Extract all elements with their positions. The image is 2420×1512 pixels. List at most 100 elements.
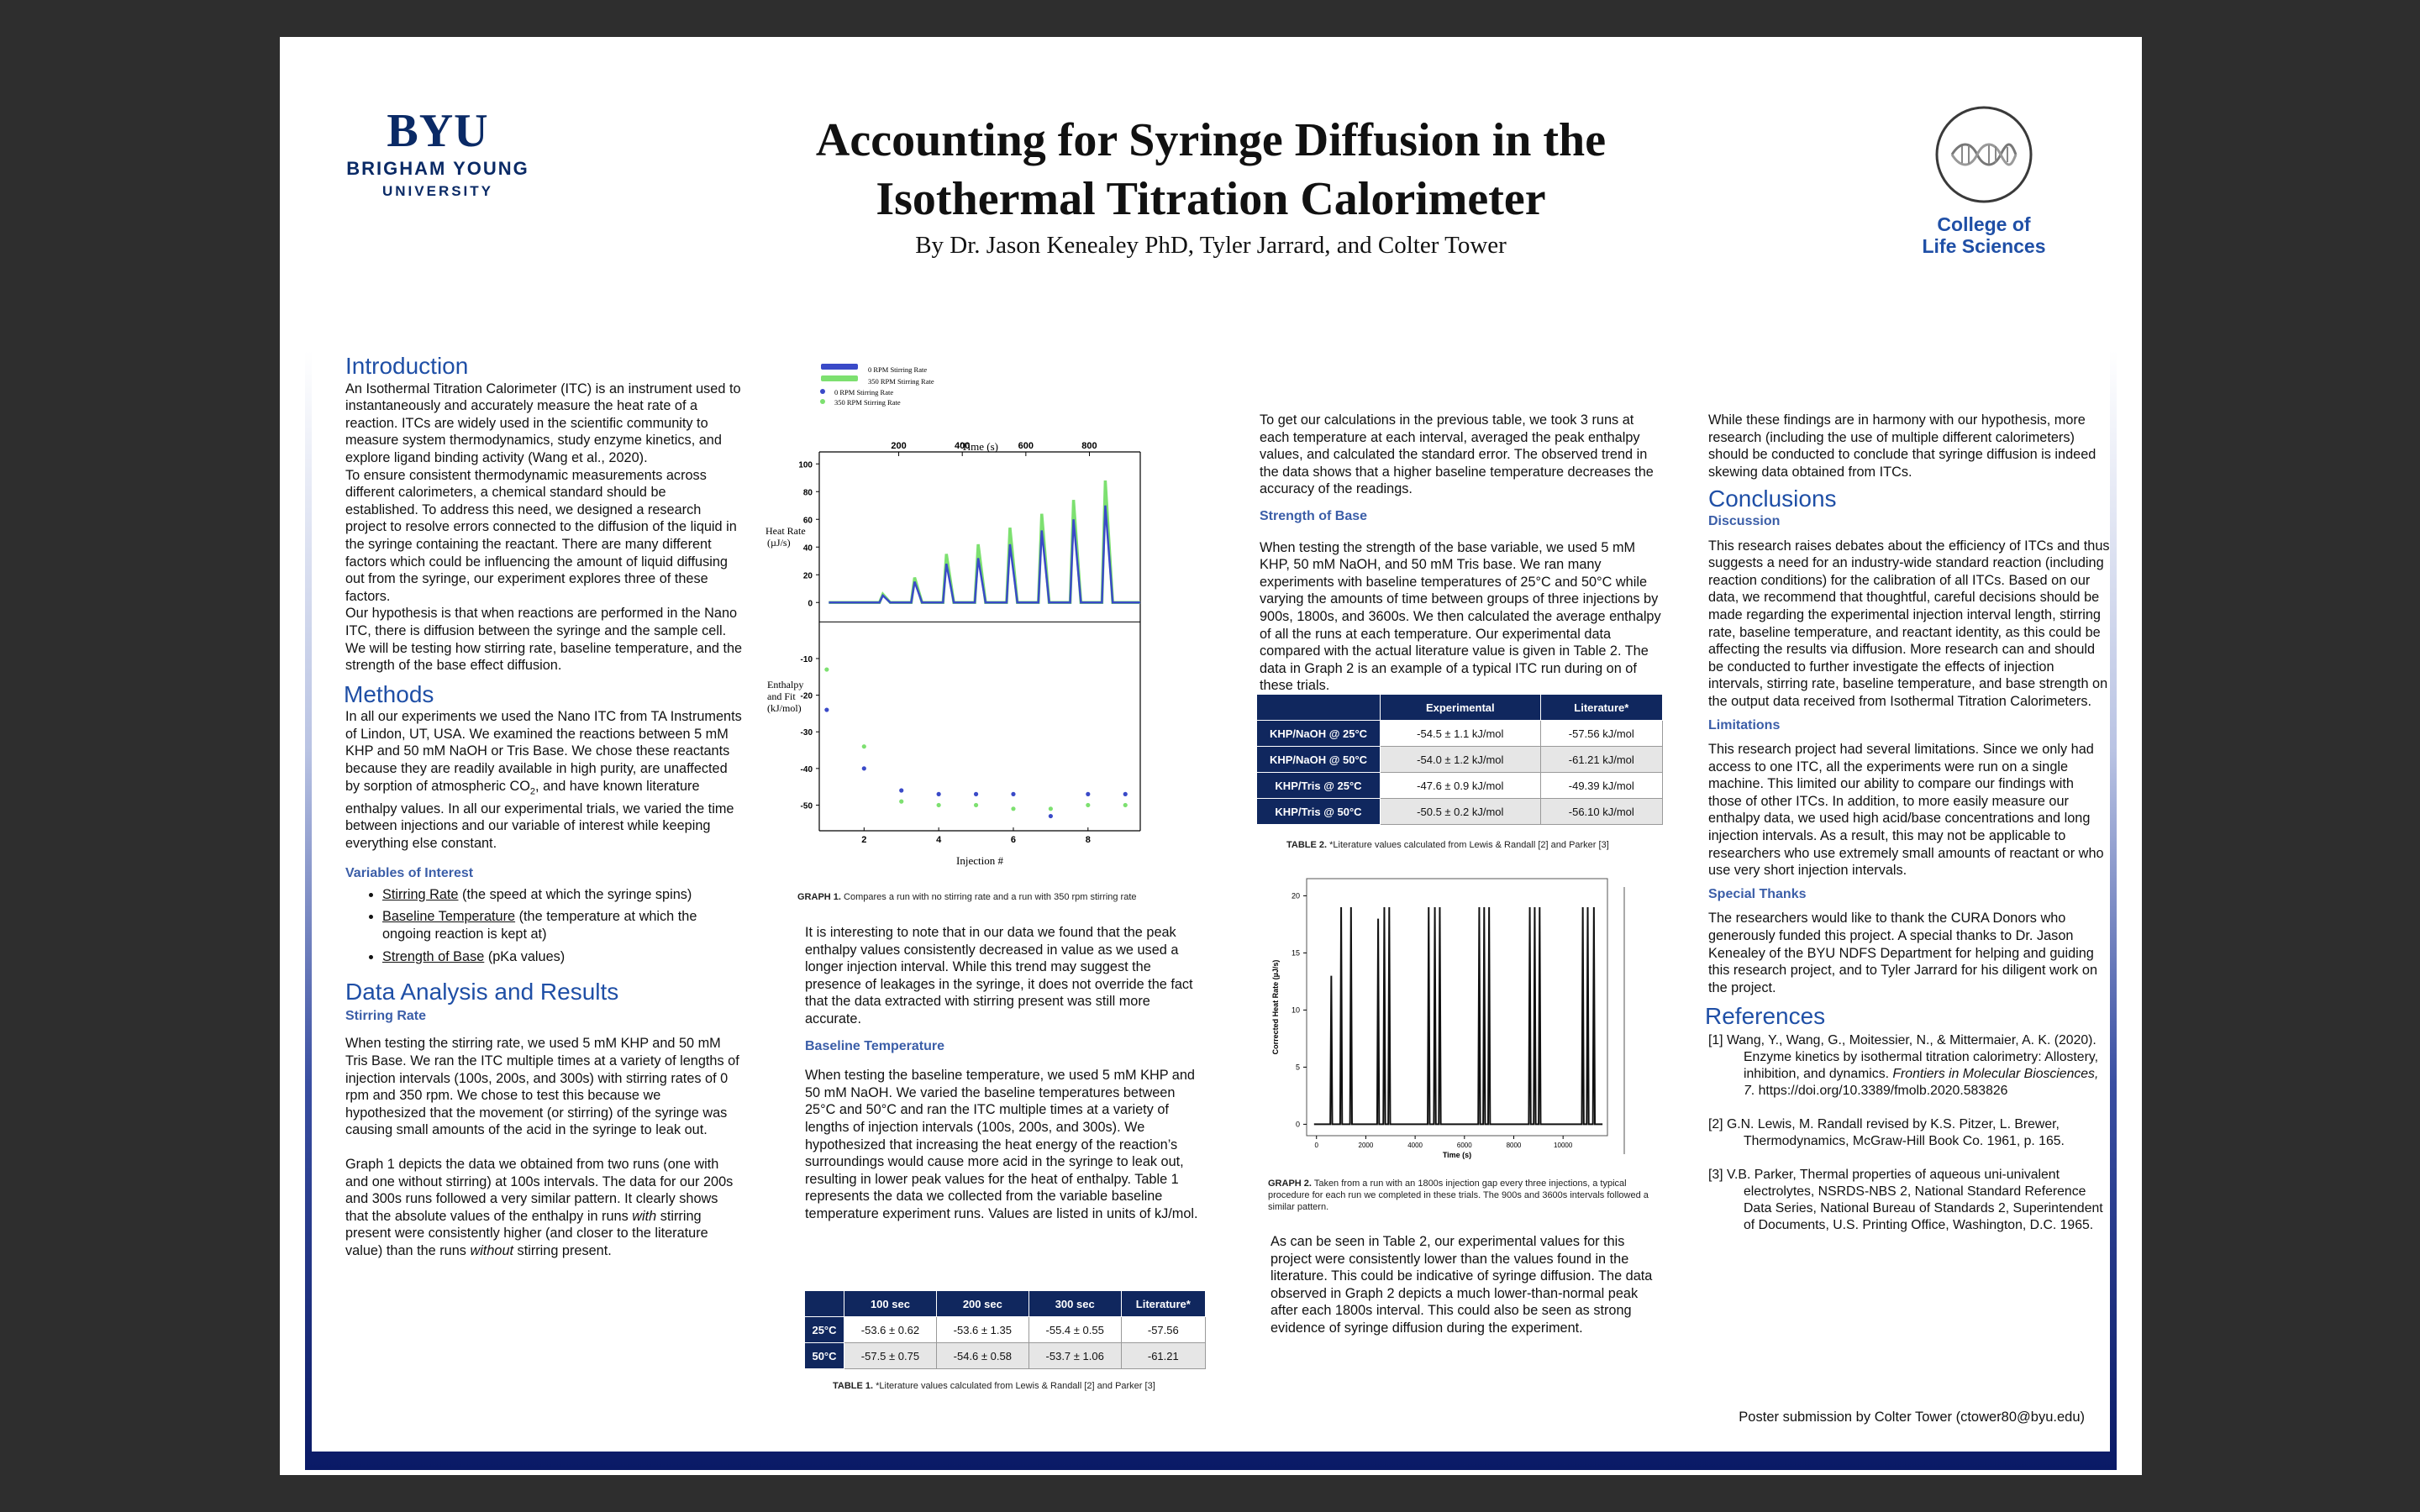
graph-1-bottom-ylabel: and Fit [767,690,796,702]
x-tick-label: 8 [1086,835,1091,845]
poster: BYU BRIGHAM YOUNG UNIVERSITY Accounting … [280,37,2142,1475]
table-row: 25°C -53.6 ± 0.62 -53.6 ± 1.35 -55.4 ± 0… [804,1316,1207,1343]
graph-1-bottom-ylabel: (kJ/mol) [767,702,802,714]
table-cell: 25°C [804,1316,844,1343]
limitations-heading: Limitations [1708,717,1781,732]
column-4: While these findings are in harmony with… [1705,412,2110,1251]
y-tick-label: 20 [803,571,813,580]
point-350rpm [861,744,866,749]
legend-swatch [821,375,858,381]
table-header-cell [804,1290,844,1317]
interval-paragraph: It is interesting to note that in our da… [805,925,1193,1026]
legend-swatch [821,364,858,370]
table-cell: -54.5 ± 1.1 kJ/mol [1380,720,1541,747]
baseline-heading: Baseline Temperature [805,1038,944,1053]
table-row: 50°C -57.5 ± 0.75 -54.6 ± 0.58 -53.7 ± 1… [804,1342,1207,1369]
college-line2: Life Sciences [1922,235,2046,257]
thanks-heading: Special Thanks [1708,886,1807,901]
thanks-paragraph: The researchers would like to thank the … [1708,911,2098,995]
references-heading: References [1705,1003,1826,1030]
x-tick-label: 4 [936,835,942,845]
table-header-cell: Literature* [1539,694,1664,721]
list-item: Baseline Temperature (the temperature at… [382,908,743,942]
table-cell: -61.21 [1120,1342,1207,1369]
point-0rpm [1123,791,1128,796]
point-350rpm [1086,802,1091,808]
graph-1-caption: GRAPH 1. Compares a run with no stirring… [797,892,1137,902]
table-cell: KHP/NaOH @ 50°C [1256,746,1381,773]
point-0rpm [1011,791,1016,796]
graph-1: 0 RPM Stirring Rate 350 RPM Stirring Rate… [765,364,1141,867]
table-cell: -56.10 kJ/mol [1539,798,1664,825]
x-tick-label: 0 [1315,1142,1319,1149]
y-tick-label: 0 [808,599,813,608]
y-tick-label: 40 [803,543,813,553]
point-0rpm [1086,791,1091,796]
strength-heading: Strength of Base [1260,508,1368,523]
graph-1-top-xlabel: Time (s) [961,440,998,453]
table-cell: -57.5 ± 0.75 [844,1342,937,1369]
point-350rpm [824,667,829,672]
legend-label: 350 RPM Stirring Rate [868,377,934,386]
intro-heading: Introduction [345,353,469,379]
byu-name-line2: UNIVERSITY [381,183,494,199]
intro-paragraph-3: Our hypothesis is that when reactions ar… [345,606,743,674]
table-cell: -53.6 ± 0.62 [844,1316,937,1343]
dna-icon [1935,106,2033,203]
table-cell: -61.21 kJ/mol [1539,746,1664,773]
y-tick-label: 5 [1296,1063,1300,1071]
point-350rpm [899,799,904,804]
table-header-cell: Literature* [1120,1290,1207,1317]
graph-2-xlabel: Time (s) [1443,1151,1471,1159]
table-row: KHP/Tris @ 50°C -50.5 ± 0.2 kJ/mol -56.1… [1256,798,1664,825]
poster-card: BYU BRIGHAM YOUNG UNIVERSITY Accounting … [312,87,2110,1452]
table-header-row: 100 sec 200 sec 300 sec Literature* [804,1290,1207,1317]
table-cell: -57.56 kJ/mol [1539,720,1664,747]
series-0rpm-line [829,505,1140,604]
strength-paragraph: When testing the strength of the base va… [1260,539,1661,694]
x-tick-label: 4000 [1407,1142,1423,1149]
point-0rpm [1048,813,1053,819]
table-cell: KHP/Tris @ 25°C [1256,772,1381,799]
title-line1: Accounting for Syringe Diffusion in the [815,114,1607,166]
table-2-paragraph: As can be seen in Table 2, our experimen… [1270,1234,1653,1336]
college-line1: College of [1937,213,2031,235]
column-3-closing: As can be seen in Table 2, our experimen… [1270,1233,1664,1337]
x-tick-label: 2000 [1359,1142,1374,1149]
x-tick-label: 2 [861,835,866,845]
y-tick-label: 100 [798,460,813,470]
byu-name-line1: BRIGHAM YOUNG [346,158,529,179]
table-header-cell: 300 sec [1028,1290,1122,1317]
x-tick-label: 600 [1018,441,1034,451]
graph-1-bottom-xlabel: Injection # [956,854,1003,867]
x-tick-label: 10000 [1554,1142,1573,1149]
table-header-cell: 200 sec [935,1290,1029,1317]
methods-paragraph: In all our experiments we used the Nano … [345,709,742,851]
y-tick-label: 10 [1292,1005,1300,1014]
point-0rpm [861,766,866,771]
college-logo: College of Life Sciences [1891,104,2076,257]
table-2-caption: TABLE 2. *Literature values calculated f… [1286,840,1609,850]
legend-label: 350 RPM Stirring Rate [834,398,901,407]
table-cell: -53.6 ± 1.35 [935,1316,1029,1343]
table-cell: KHP/NaOH @ 25°C [1256,720,1381,747]
submission-note: Poster submission by Colter Tower (ctowe… [1739,1410,2085,1425]
column-1: Introduction An Isothermal Titration Cal… [344,353,743,1260]
y-tick-label: -40 [801,765,813,774]
table-cell: -49.39 kJ/mol [1539,772,1664,799]
list-item: Stirring Rate (the speed at which the sy… [382,886,743,904]
column-3-text: To get our calculations in the previous … [1260,412,1663,695]
y-tick-label: 60 [803,516,813,525]
graph-2-caption: GRAPH 2. Taken from a run with an 1800s … [1268,1179,1649,1212]
graph-1-top-ylabel-unit: (µJ/s) [767,537,791,549]
reference-1: [1] Wang, Y., Wang, G., Moitessier, N., … [1708,1033,2099,1098]
graph-1-top-ylabel: Heat Rate [765,525,806,537]
title-line2: Isothermal Titration Calorimeter [876,173,1546,225]
y-tick-label: -10 [801,655,813,664]
table-cell: -53.7 ± 1.06 [1028,1342,1122,1369]
legend-marker [820,389,825,394]
methods-heading: Methods [344,680,434,707]
x-tick-label: 6 [1011,835,1016,845]
point-0rpm [936,791,941,796]
table-header-cell: 100 sec [844,1290,937,1317]
